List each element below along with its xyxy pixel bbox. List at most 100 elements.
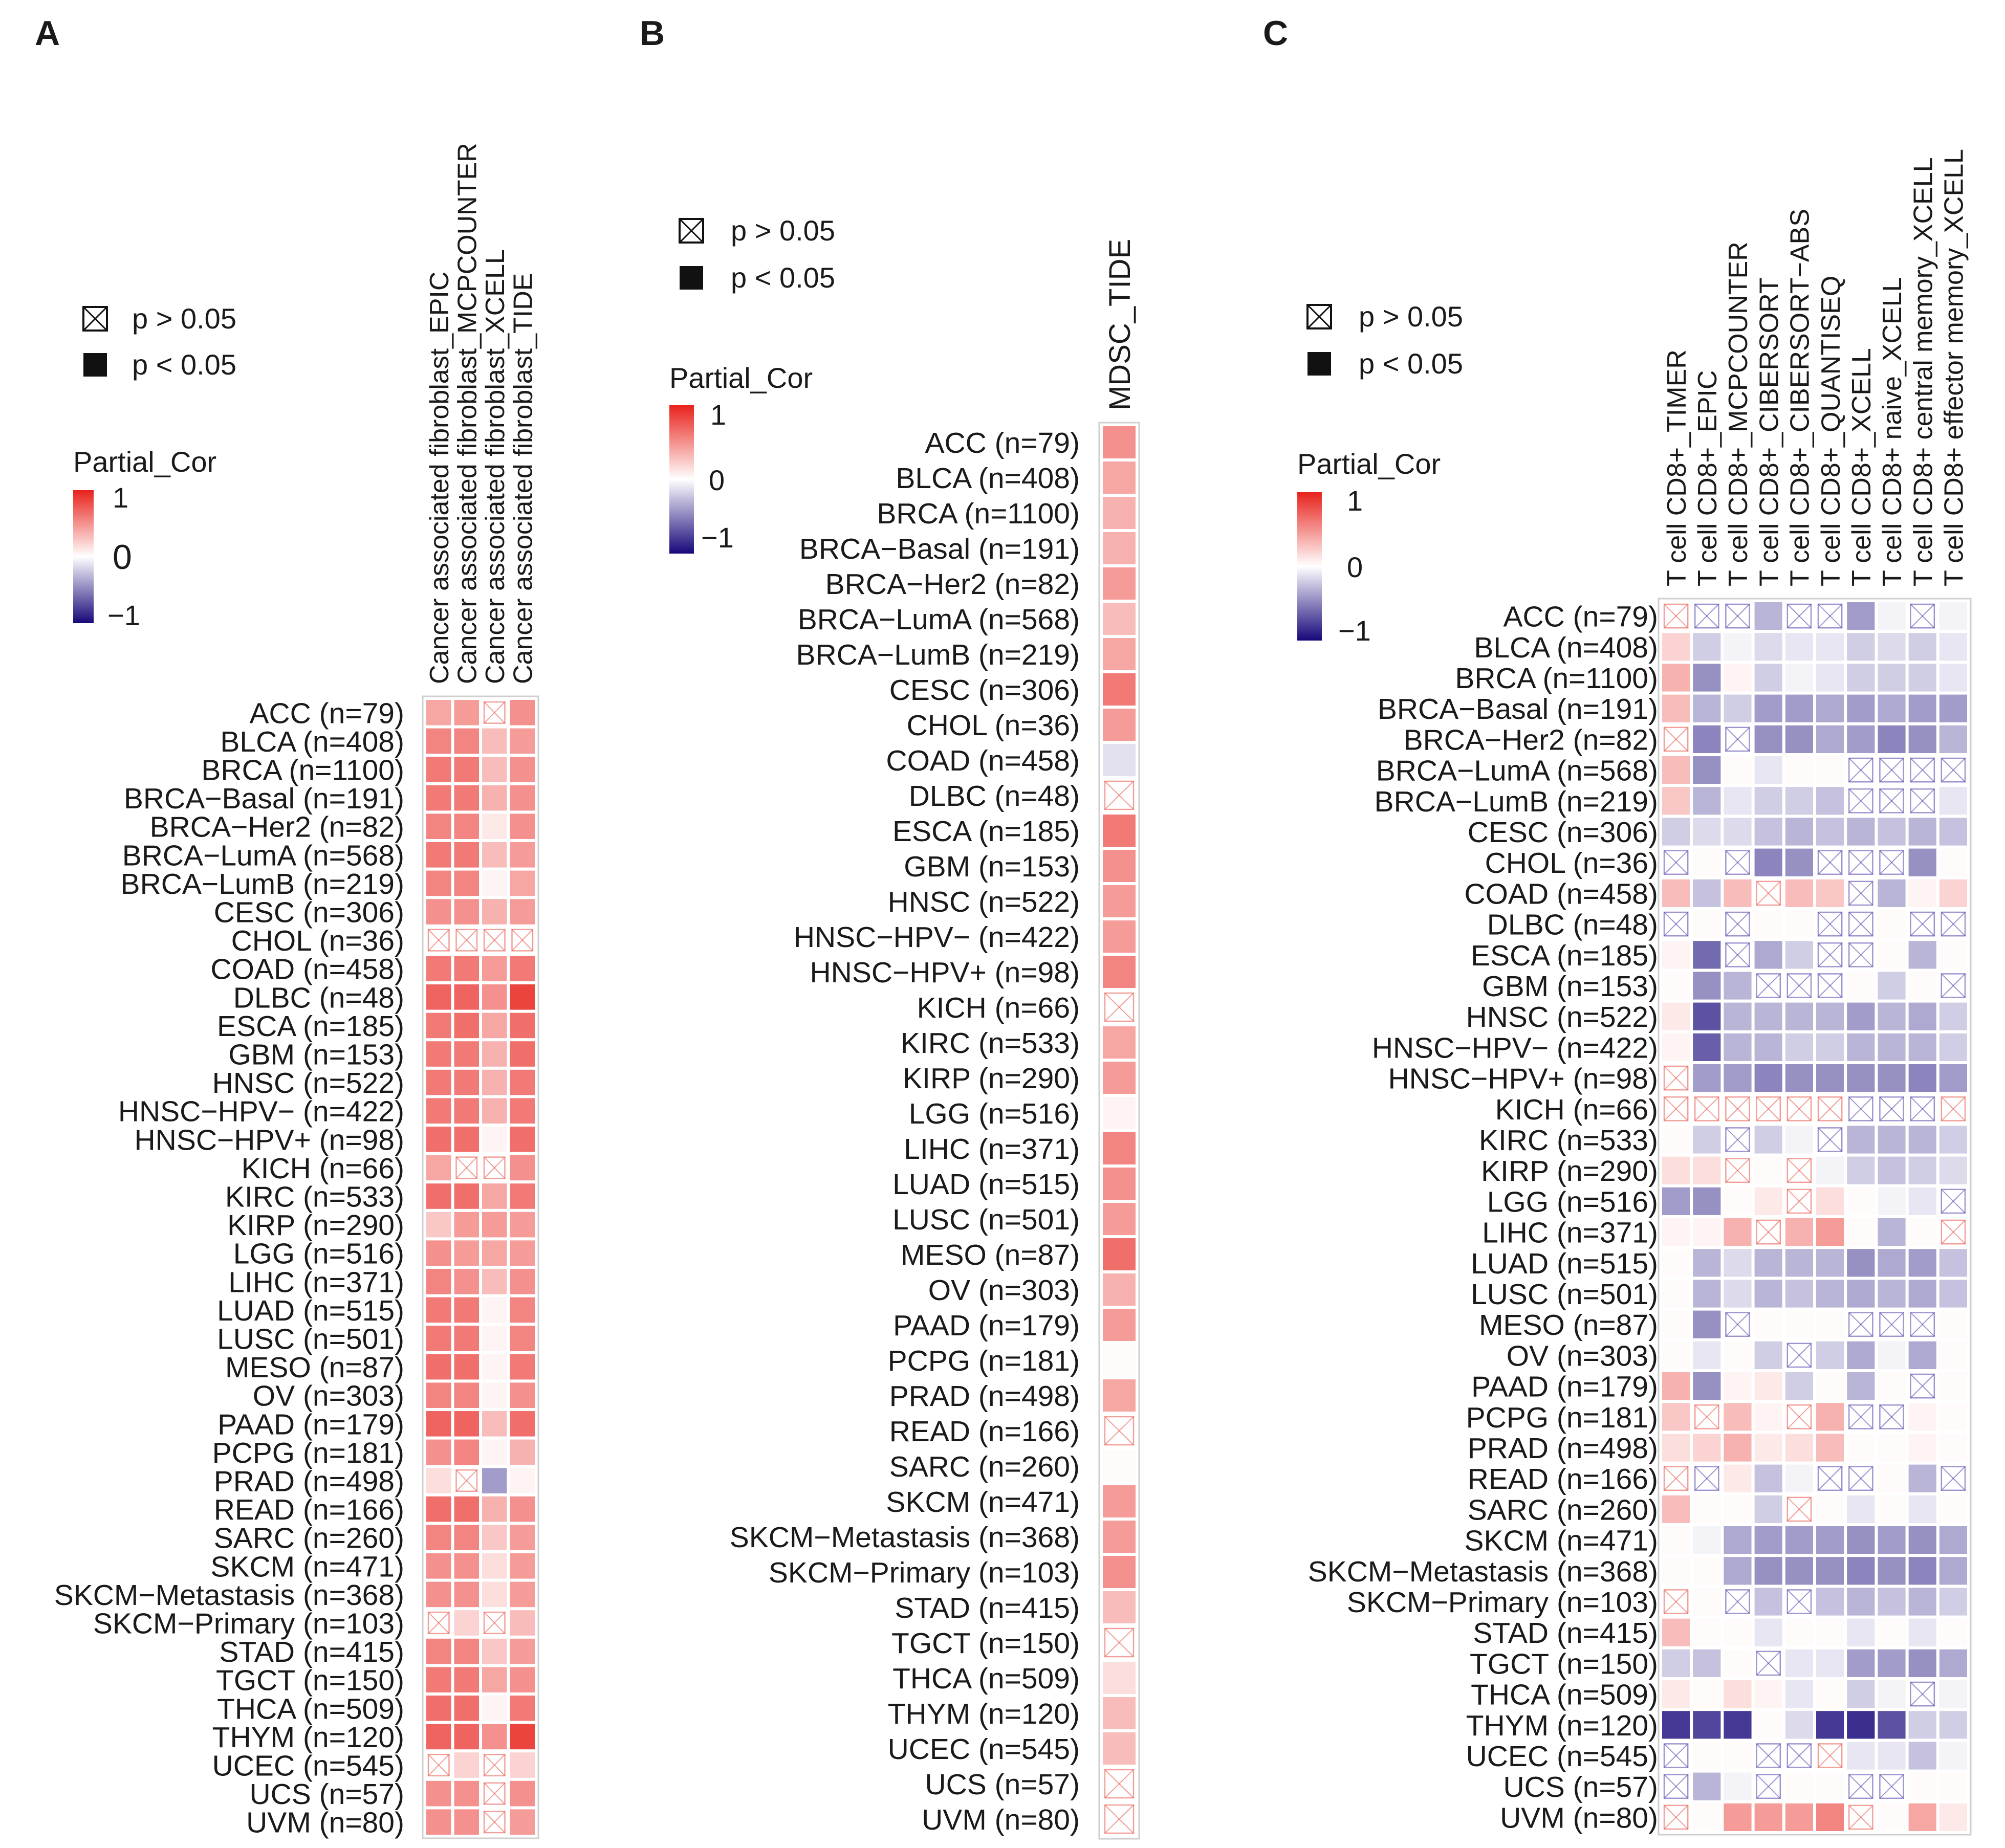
heatmap-cell	[1878, 1464, 1906, 1492]
legend-sig-swatch-icon	[83, 353, 107, 377]
heatmap-cell	[1847, 1033, 1875, 1061]
heatmap-cell	[1724, 1803, 1752, 1831]
heatmap-cell	[1816, 1372, 1844, 1400]
heatmap-cell	[1878, 602, 1906, 630]
heatmap-cell-ns	[1910, 1312, 1935, 1337]
heatmap-cell	[1847, 1495, 1875, 1523]
heatmap-cell	[1103, 1132, 1136, 1164]
heatmap-cell	[1785, 725, 1813, 753]
heatmap-cell	[454, 1667, 479, 1692]
heatmap-cell	[1908, 1002, 1936, 1030]
heatmap-cell	[426, 1041, 451, 1067]
heatmap-cell	[454, 1240, 479, 1266]
heatmap-cell-ns	[483, 1611, 506, 1635]
heatmap-cell-ns	[1663, 1096, 1689, 1121]
heatmap-cell	[426, 1780, 451, 1807]
heatmap-cell-ns	[1817, 850, 1843, 875]
heatmap-cell	[1662, 1341, 1690, 1369]
heatmap-cell	[1662, 1218, 1690, 1246]
heatmap-cell	[454, 956, 479, 981]
row-label: COAD (n=458)	[210, 953, 404, 986]
heatmap-cell	[1103, 567, 1136, 600]
heatmap-cell	[1724, 1403, 1752, 1431]
row-label: COAD (n=458)	[886, 744, 1080, 777]
row-label: SKCM (n=471)	[886, 1486, 1080, 1519]
heatmap-cell	[1662, 941, 1690, 969]
heatmap-c: ACC (n=79)BLCA (n=408)BRCA (n=1100)BRCA−…	[1308, 149, 1972, 1836]
heatmap-cell	[1662, 1187, 1690, 1215]
row-label: STAD (n=415)	[1473, 1617, 1658, 1649]
heatmap-cell	[1785, 1803, 1813, 1831]
row-label: THCA (n=509)	[1471, 1679, 1658, 1711]
heatmap-cell	[1939, 1680, 1967, 1708]
heatmap-cell	[482, 1098, 507, 1124]
heatmap-cell	[1908, 1249, 1936, 1277]
heatmap-cell	[1103, 1344, 1136, 1376]
heatmap-cell	[1662, 1033, 1690, 1061]
heatmap-cell	[1754, 848, 1782, 876]
heatmap-cell	[1754, 725, 1782, 753]
heatmap-cell	[1785, 1618, 1813, 1646]
heatmap-cell	[482, 1411, 507, 1437]
row-label: CHOL (n=36)	[231, 925, 404, 957]
heatmap-cell	[1908, 941, 1936, 969]
row-label: KIRC (n=533)	[901, 1027, 1080, 1060]
heatmap-cell	[1785, 756, 1813, 784]
heatmap-cell	[1878, 664, 1906, 692]
heatmap-cell	[454, 1127, 479, 1152]
heatmap-cell	[1693, 848, 1721, 876]
heatmap-cell	[1878, 1526, 1906, 1554]
row-label: BRCA−Her2 (n=82)	[1404, 723, 1658, 756]
heatmap-cell	[1878, 1557, 1906, 1585]
heatmap-cell	[1878, 1218, 1906, 1246]
heatmap-cell-ns	[1104, 1627, 1135, 1658]
row-label: SARC (n=260)	[1468, 1493, 1658, 1526]
heatmap-cell	[1908, 725, 1936, 753]
heatmap-cell	[1754, 1618, 1782, 1646]
heatmap-cell	[1939, 848, 1967, 876]
heatmap-cell-ns	[1725, 1312, 1750, 1337]
heatmap-cell	[1103, 956, 1136, 988]
heatmap-cell	[482, 899, 507, 925]
heatmap-cell-ns	[1756, 1651, 1781, 1676]
heatmap-cell	[1785, 1526, 1813, 1554]
heatmap-cell	[1724, 1557, 1752, 1585]
heatmap-cell	[1939, 1126, 1967, 1154]
heatmap-cell-ns	[1756, 1774, 1781, 1799]
row-label: UCS (n=57)	[249, 1778, 404, 1811]
heatmap-cell	[1103, 1203, 1136, 1235]
row-label: GBM (n=153)	[228, 1039, 404, 1071]
row-label: BLCA (n=408)	[1474, 631, 1658, 664]
row-label: BRCA−Her2 (n=82)	[825, 568, 1080, 601]
heatmap-cell	[1816, 756, 1844, 784]
row-label: DLBC (n=48)	[909, 780, 1080, 812]
heatmap-cell	[1724, 972, 1752, 1000]
row-label: KIRP (n=290)	[903, 1062, 1080, 1095]
heatmap-cell	[482, 1724, 507, 1750]
heatmap-cell	[1785, 879, 1813, 907]
heatmap-cell	[1724, 1495, 1752, 1523]
heatmap-cell-ns	[1725, 942, 1750, 967]
heatmap-cell	[1754, 1434, 1782, 1462]
heatmap-cell-ns	[1941, 911, 1966, 937]
heatmap-cell	[510, 757, 535, 782]
heatmap-cell-ns	[1786, 1158, 1812, 1183]
heatmap-cell	[1939, 1649, 1967, 1677]
row-label: LUAD (n=515)	[217, 1294, 404, 1327]
row-label: READ (n=166)	[214, 1493, 404, 1526]
heatmap-cell-ns	[455, 1156, 478, 1179]
heatmap-cell	[1816, 1557, 1844, 1585]
heatmap-cell	[1754, 1249, 1782, 1277]
heatmap-cell	[510, 1496, 535, 1522]
heatmap-cell-ns	[1879, 1404, 1904, 1429]
heatmap-cell	[482, 1127, 507, 1152]
heatmap-cell	[1754, 1187, 1782, 1215]
heatmap-cell-ns	[1104, 992, 1135, 1022]
heatmap-cell	[1103, 1591, 1136, 1623]
heatmap-cell	[1724, 1772, 1752, 1800]
heatmap-cell-ns	[1756, 1743, 1781, 1768]
heatmap-cell-ns	[1756, 1096, 1781, 1121]
heatmap-frame	[422, 695, 539, 1839]
legend-sig-label: p < 0.05	[731, 261, 835, 294]
